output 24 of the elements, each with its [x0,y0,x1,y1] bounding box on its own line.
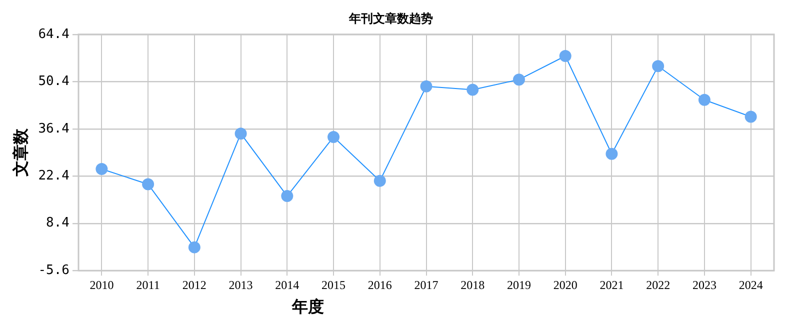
x-tick-label: 2018 [460,278,485,292]
x-tick-label: 2023 [692,278,716,292]
y-tick-label: 22.4 [38,168,70,184]
x-tick-label: 2021 [600,278,624,292]
chart-title: 年刊文章数趋势 [348,11,433,26]
x-tick-label: 2022 [646,278,670,292]
y-tick-label: 36.4 [38,121,70,136]
y-axis-title: 文章数 [10,128,30,178]
x-tick-label: 2016 [368,278,392,292]
x-tick-label: 2020 [553,278,578,292]
x-tick-label: 2014 [275,278,300,292]
x-tick-label: 2010 [90,278,114,292]
x-tick-label: 2015 [322,278,346,292]
x-tick-label: 2011 [136,278,160,292]
x-tick-label: 2012 [182,278,206,292]
y-tick-label: 64.4 [38,26,70,42]
x-axis-title: 年度 [291,297,324,316]
x-tick-label: 2024 [738,278,763,292]
x-tick-label: 2019 [506,278,531,292]
x-tick-label: 2017 [414,278,438,292]
y-tick-label: 8.4 [46,216,70,231]
y-tick-label: -5.6 [38,262,70,278]
x-tick-label: 2013 [228,278,253,292]
y-tick-label: 50.4 [38,74,70,90]
